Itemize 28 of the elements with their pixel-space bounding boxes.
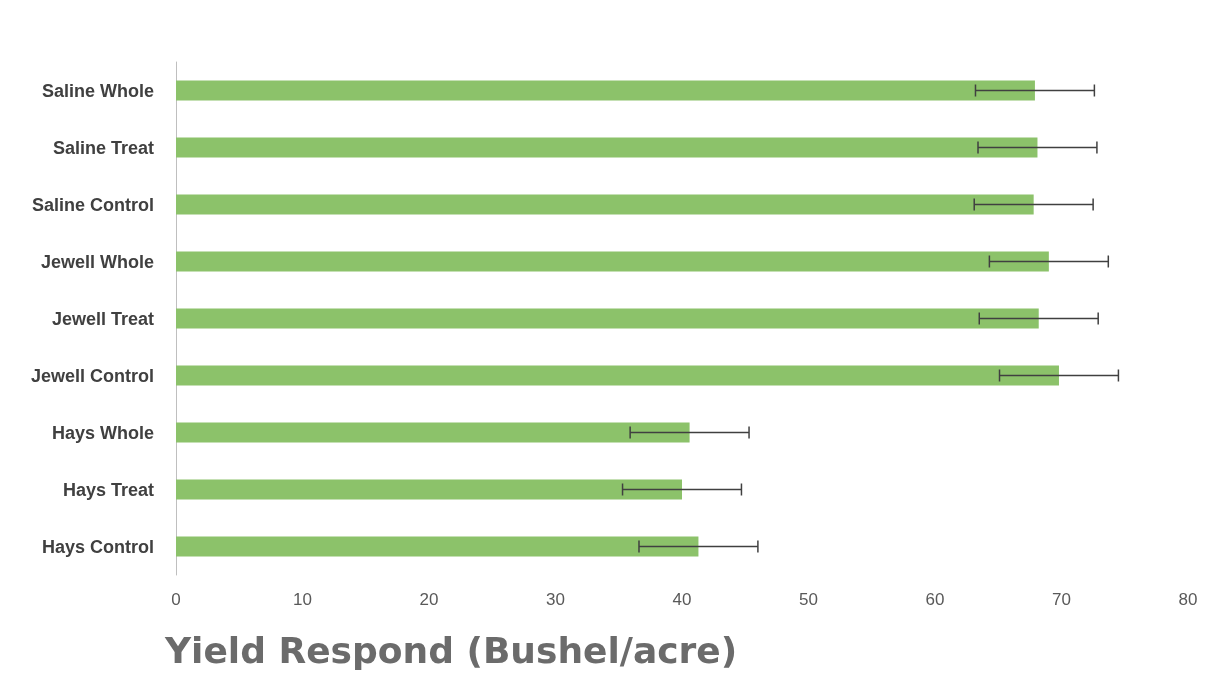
x-tick-label: 50: [799, 590, 818, 609]
y-tick-label: Jewell Treat: [51, 308, 154, 329]
x-axis-title: Yield Respond (Bushel/acre): [164, 629, 738, 671]
x-tick-label: 60: [925, 590, 945, 609]
bar: [176, 365, 1059, 386]
bar: [176, 536, 699, 557]
x-tick-label: 20: [419, 590, 439, 609]
x-tick-label: 80: [1178, 590, 1198, 609]
y-tick-label: Saline Control: [31, 194, 154, 215]
y-tick-label: Hays Treat: [62, 479, 154, 500]
x-tick-label: 30: [546, 590, 565, 609]
y-tick-label: Hays Whole: [51, 422, 154, 443]
y-tick-label: Jewell Whole: [40, 251, 154, 272]
y-tick-label: Saline Whole: [41, 80, 154, 101]
x-tick-label: 0: [171, 590, 181, 609]
x-tick-label: 10: [293, 590, 312, 609]
bar: [176, 479, 682, 500]
y-tick-label: Saline Treat: [52, 137, 154, 158]
y-tick-label: Hays Control: [41, 536, 154, 557]
bar: [176, 251, 1049, 272]
bar: [176, 80, 1035, 101]
x-tick-label: 40: [672, 590, 692, 609]
y-tick-label: Jewell Control: [30, 365, 154, 386]
bar: [176, 194, 1034, 215]
bar: [176, 137, 1038, 158]
x-tick-label: 70: [1052, 590, 1071, 609]
bar: [176, 308, 1039, 329]
bar: [176, 422, 690, 443]
